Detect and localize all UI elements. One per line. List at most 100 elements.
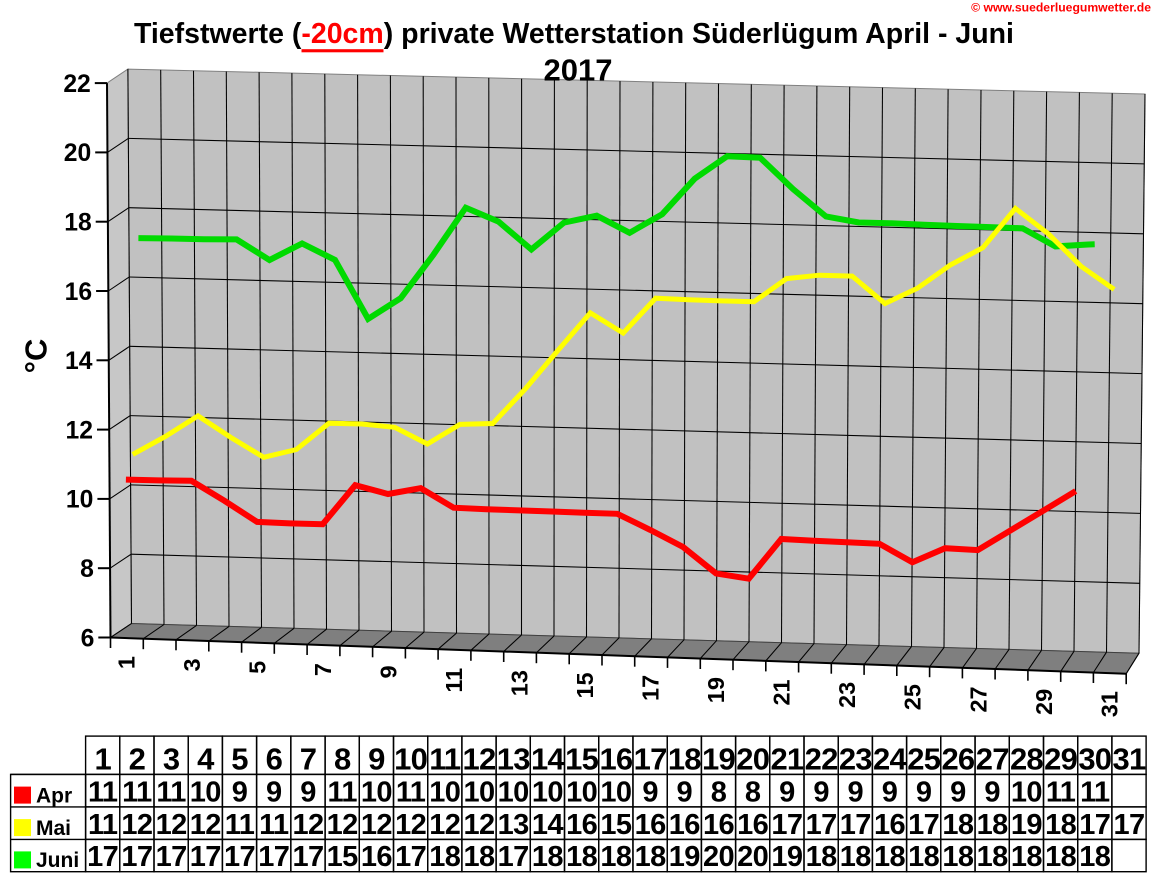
- svg-text:12: 12: [292, 809, 323, 841]
- svg-text:18: 18: [908, 841, 940, 873]
- svg-text:25: 25: [900, 684, 926, 710]
- svg-text:11: 11: [122, 776, 152, 808]
- svg-text:7: 7: [300, 742, 316, 777]
- svg-text:2017: 2017: [544, 53, 613, 88]
- svg-text:10: 10: [463, 776, 494, 808]
- svg-text:26: 26: [941, 742, 974, 777]
- svg-text:9: 9: [266, 776, 282, 808]
- svg-text:22: 22: [805, 742, 838, 777]
- svg-text:20: 20: [736, 742, 769, 777]
- svg-text:8: 8: [80, 556, 94, 583]
- svg-text:9: 9: [376, 665, 402, 678]
- svg-text:16: 16: [599, 742, 632, 777]
- svg-text:17: 17: [771, 809, 802, 841]
- svg-text:9: 9: [950, 776, 966, 808]
- svg-text:11: 11: [88, 809, 118, 841]
- svg-text:10: 10: [498, 776, 529, 808]
- svg-text:10: 10: [600, 776, 631, 808]
- svg-text:3: 3: [163, 742, 180, 777]
- svg-text:12: 12: [66, 417, 93, 444]
- svg-text:16: 16: [669, 809, 701, 841]
- svg-text:11: 11: [396, 776, 426, 808]
- svg-text:18: 18: [977, 841, 1009, 873]
- svg-text:20: 20: [703, 841, 734, 873]
- svg-text:17: 17: [224, 841, 255, 873]
- svg-text:10: 10: [1011, 776, 1042, 808]
- svg-text:11: 11: [88, 776, 118, 808]
- svg-text:17: 17: [1113, 809, 1144, 841]
- svg-text:14: 14: [531, 742, 565, 777]
- svg-text:Tiefstwerte (-20cm) private We: Tiefstwerte (-20cm) private Wetterstatio…: [134, 18, 1014, 50]
- svg-text:1: 1: [113, 656, 139, 669]
- svg-text:18: 18: [1045, 809, 1077, 841]
- svg-text:19: 19: [771, 841, 803, 873]
- svg-text:18: 18: [566, 841, 598, 873]
- svg-text:18: 18: [64, 210, 91, 237]
- svg-text:18: 18: [1079, 841, 1111, 873]
- svg-text:16: 16: [874, 809, 906, 841]
- svg-text:Juni: Juni: [36, 849, 79, 872]
- svg-text:18: 18: [977, 809, 1009, 841]
- svg-text:16: 16: [361, 841, 393, 873]
- svg-text:7: 7: [310, 663, 336, 676]
- svg-text:19: 19: [703, 677, 729, 703]
- svg-text:17: 17: [190, 841, 221, 873]
- svg-text:12: 12: [327, 809, 358, 841]
- svg-text:17: 17: [634, 742, 667, 777]
- svg-text:9: 9: [677, 776, 693, 808]
- svg-text:9: 9: [813, 776, 829, 808]
- svg-text:10: 10: [66, 487, 93, 514]
- svg-text:2: 2: [129, 742, 145, 777]
- svg-text:11: 11: [1080, 776, 1110, 808]
- svg-text:15: 15: [565, 742, 598, 777]
- svg-text:5: 5: [244, 661, 270, 674]
- svg-text:11: 11: [429, 742, 461, 777]
- svg-text:30: 30: [1078, 742, 1111, 777]
- svg-text:11: 11: [225, 809, 255, 841]
- svg-text:20: 20: [64, 140, 91, 167]
- svg-text:18: 18: [429, 841, 461, 873]
- svg-text:17: 17: [258, 841, 289, 873]
- svg-text:20: 20: [737, 841, 768, 873]
- svg-text:9: 9: [232, 776, 248, 808]
- svg-text:17: 17: [638, 675, 664, 701]
- svg-text:31: 31: [1096, 691, 1122, 717]
- svg-text:11: 11: [156, 776, 186, 808]
- svg-text:18: 18: [532, 841, 564, 873]
- svg-text:17: 17: [908, 809, 939, 841]
- svg-text:13: 13: [507, 670, 533, 696]
- svg-text:5: 5: [231, 742, 248, 777]
- svg-text:18: 18: [635, 841, 667, 873]
- svg-text:27: 27: [976, 742, 1009, 777]
- svg-text:16: 16: [635, 809, 667, 841]
- svg-text:9: 9: [984, 776, 1000, 808]
- svg-text:31: 31: [1113, 742, 1146, 777]
- svg-text:10: 10: [190, 776, 221, 808]
- svg-text:9: 9: [848, 776, 864, 808]
- svg-text:13: 13: [498, 809, 530, 841]
- svg-text:13: 13: [497, 742, 530, 777]
- svg-text:9: 9: [368, 742, 385, 777]
- svg-text:21: 21: [769, 679, 795, 705]
- svg-text:°C: °C: [19, 339, 54, 374]
- svg-text:Mai: Mai: [36, 817, 71, 840]
- svg-text:10: 10: [532, 776, 563, 808]
- svg-text:9: 9: [882, 776, 898, 808]
- svg-text:17: 17: [121, 841, 152, 873]
- svg-text:18: 18: [874, 841, 906, 873]
- svg-text:12: 12: [463, 809, 494, 841]
- svg-text:4: 4: [197, 742, 215, 777]
- svg-text:6: 6: [266, 742, 283, 777]
- svg-text:9: 9: [916, 776, 932, 808]
- svg-text:17: 17: [87, 841, 118, 873]
- svg-text:23: 23: [839, 742, 872, 777]
- svg-text:9: 9: [779, 776, 795, 808]
- svg-text:19: 19: [702, 742, 735, 777]
- svg-text:1: 1: [94, 742, 111, 777]
- svg-text:15: 15: [600, 809, 632, 841]
- svg-text:10: 10: [566, 776, 597, 808]
- svg-text:17: 17: [1079, 809, 1110, 841]
- svg-text:17: 17: [806, 809, 837, 841]
- svg-text:© www.suederluegumwetter.de: © www.suederluegumwetter.de: [971, 1, 1151, 15]
- svg-text:11: 11: [259, 809, 289, 841]
